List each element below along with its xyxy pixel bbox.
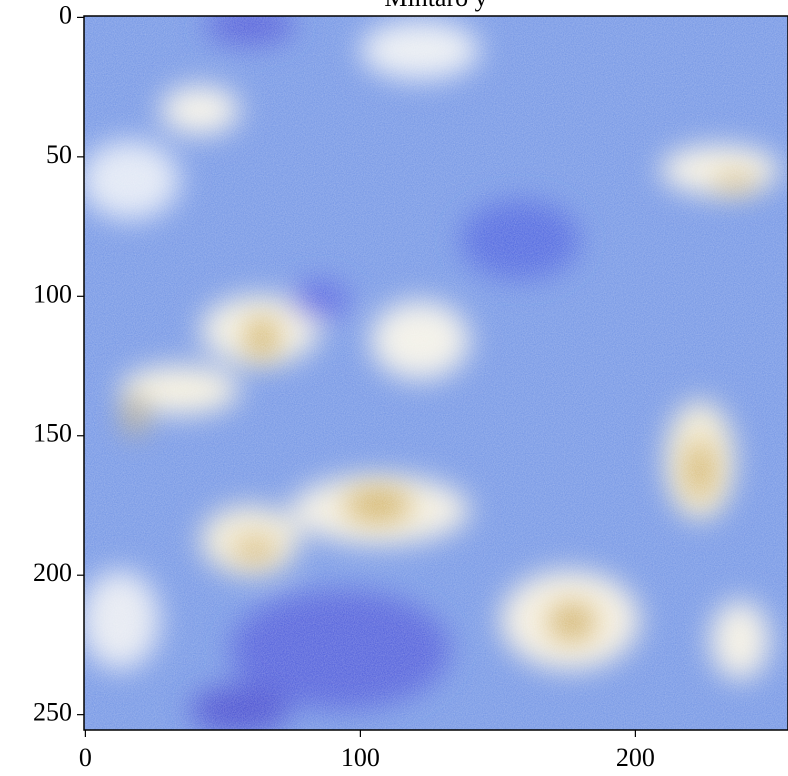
x-tick-label: 0 <box>79 743 92 772</box>
plot-frame <box>83 15 788 731</box>
y-tick-label: 250 <box>33 698 72 727</box>
chart-title: Mintaro y <box>384 0 487 12</box>
x-tick-label: 100 <box>341 743 380 772</box>
y-tick-label: 0 <box>59 0 72 29</box>
y-tick-label: 150 <box>33 419 72 448</box>
y-tick-label: 200 <box>33 558 72 587</box>
y-tick-label: 50 <box>46 140 72 169</box>
x-tick-label: 200 <box>616 743 655 772</box>
image <box>84 16 788 730</box>
y-tick-label: 100 <box>33 279 72 308</box>
